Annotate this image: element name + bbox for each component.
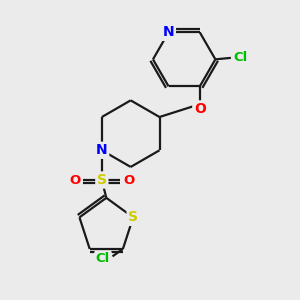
Text: S: S	[97, 173, 107, 187]
Text: S: S	[128, 210, 138, 224]
Text: O: O	[69, 173, 80, 187]
Text: Cl: Cl	[233, 51, 247, 64]
Text: Cl: Cl	[96, 252, 110, 265]
Text: O: O	[124, 173, 135, 187]
Text: N: N	[163, 25, 174, 39]
Text: N: N	[96, 143, 108, 157]
Text: O: O	[194, 102, 206, 116]
